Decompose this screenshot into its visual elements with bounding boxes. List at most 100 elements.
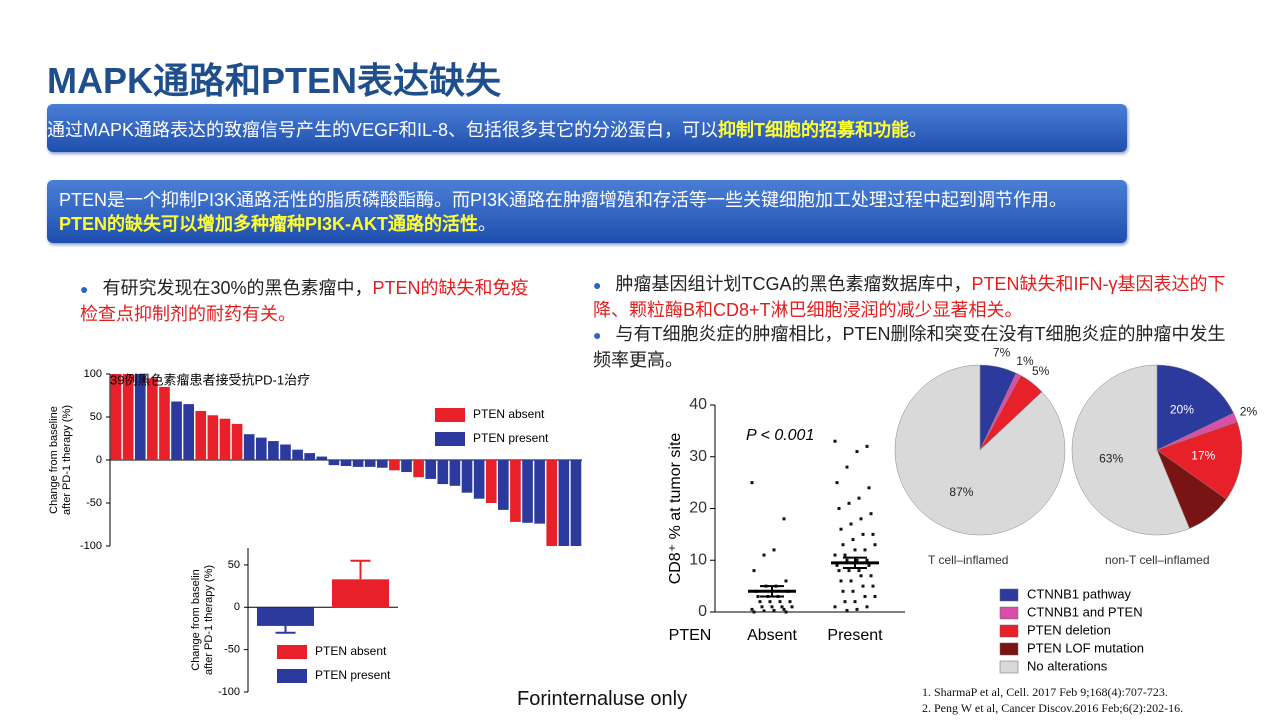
y-tick-label: -100 — [80, 540, 102, 552]
dot — [845, 465, 849, 469]
bar — [401, 460, 412, 473]
bar — [558, 460, 570, 546]
bar — [364, 460, 376, 467]
legend-swatch — [999, 642, 1019, 656]
y-tick-label: 0 — [698, 603, 707, 620]
y-tick-label: 40 — [689, 396, 707, 413]
dot — [835, 481, 839, 485]
bar — [304, 453, 316, 460]
dot — [752, 610, 756, 614]
box-text: 。 — [478, 214, 497, 234]
box-highlight: PTEN的缺失可以增加多种瘤种PI3K-AKT通路的活性 — [59, 214, 479, 234]
dot — [857, 569, 861, 573]
legend-swatch — [435, 408, 465, 422]
annotation: P < 0.001 — [746, 427, 814, 444]
dot — [772, 548, 776, 552]
bar — [340, 460, 352, 467]
bullet: ● 与有T细胞炎症的肿瘤相比，PTEN删除和突变在没有T细胞炎症的肿瘤中发生频率更… — [593, 324, 1226, 370]
dot — [758, 600, 762, 604]
pie-slice — [1156, 364, 1234, 451]
dot — [835, 563, 839, 567]
dot — [784, 610, 788, 614]
chart-title: 39例黑色素瘤患者接受抗PD-1治疗 — [110, 372, 310, 387]
bar — [257, 607, 314, 626]
pie-label: 20% — [1170, 403, 1194, 417]
dot — [843, 600, 847, 604]
dot — [871, 584, 875, 588]
dot — [750, 481, 754, 485]
box-highlight: 抑制T细胞的招募和功能 — [718, 120, 910, 140]
bar — [171, 401, 182, 460]
dot — [859, 574, 863, 578]
dot — [760, 605, 764, 609]
legend-label: PTEN present — [315, 668, 391, 682]
y-tick-label: 0 — [96, 454, 102, 466]
slide-title: MAPK通路和PTEN表达缺失 — [47, 60, 502, 101]
bar — [461, 460, 473, 493]
y-tick-label: -50 — [224, 644, 240, 656]
pie-label: 17% — [1191, 449, 1215, 463]
dot — [770, 605, 774, 609]
bar — [510, 460, 521, 522]
y-tick-label: -50 — [86, 497, 102, 509]
dot — [772, 608, 776, 612]
dot — [863, 548, 867, 552]
legend-swatch — [999, 588, 1019, 602]
dot — [845, 608, 849, 612]
dot — [839, 579, 843, 583]
y-tick-label: 30 — [689, 448, 707, 465]
y-axis-label: Change from baselin — [190, 569, 202, 671]
bullet: ● 肿瘤基因组计划TCGA的黑色素瘤数据库中，PTEN缺失和IFN-γ基因表达的下… — [593, 274, 1226, 320]
dot — [837, 569, 841, 573]
dot — [849, 579, 853, 583]
info-box: PTEN是一个抑制PI3K通路活性的脂质磷酸酯酶。而PI3K通路在肿瘤增殖和存活… — [47, 180, 1127, 243]
dot — [841, 589, 845, 593]
dot — [847, 569, 851, 573]
dot — [784, 579, 788, 583]
dot — [782, 607, 786, 611]
dot — [853, 600, 857, 604]
bar — [195, 410, 207, 460]
bar — [437, 460, 449, 485]
y-tick-label: 20 — [689, 500, 707, 517]
legend-swatch — [277, 669, 307, 683]
bar — [498, 460, 509, 510]
dot — [857, 496, 861, 500]
dot — [750, 607, 754, 611]
bar — [183, 404, 194, 460]
y-tick-label: 50 — [228, 559, 240, 571]
legend-label: PTEN LOF mutation — [1027, 640, 1144, 655]
bullet-text: 肿瘤基因组计划TCGA的黑色素瘤数据库中， — [615, 274, 972, 294]
pie-label: 2% — [1240, 404, 1258, 418]
bar — [243, 434, 255, 460]
dot — [788, 600, 792, 604]
bar — [219, 418, 231, 460]
bar — [316, 456, 328, 460]
dot — [855, 607, 859, 611]
bullet-highlight: PTEN的缺失和免疫检查点抑制剂的耐药有关。 — [80, 278, 529, 324]
y-tick-label: 0 — [234, 601, 240, 613]
legend-label: PTEN absent — [315, 644, 387, 658]
dot — [841, 543, 845, 547]
bar — [449, 460, 461, 486]
bullet: ● 有研究发现在30%的黑色素瘤中，PTEN的缺失和免疫检查点抑制剂的耐药有关。 — [80, 278, 529, 324]
pie-label: 1% — [1016, 354, 1034, 368]
bullet-text: 有研究发现在30%的黑色素瘤中， — [102, 278, 373, 298]
bar — [231, 423, 243, 460]
dot — [873, 543, 877, 547]
dot — [873, 594, 877, 598]
dot — [843, 553, 847, 557]
y-axis-label: after PD-1 therapy (%) — [203, 565, 215, 675]
dot — [833, 439, 837, 443]
dot — [859, 517, 863, 521]
dot — [833, 553, 837, 557]
footer: Forinternaluse only — [517, 688, 688, 710]
reference: 2. Peng W et al, Cancer Discov.2016 Feb;… — [922, 701, 1184, 715]
pie-slice — [1156, 421, 1243, 500]
dot — [847, 501, 851, 505]
bar — [332, 579, 389, 608]
bar — [485, 460, 497, 503]
dot — [790, 605, 794, 609]
legend-swatch — [999, 624, 1019, 638]
